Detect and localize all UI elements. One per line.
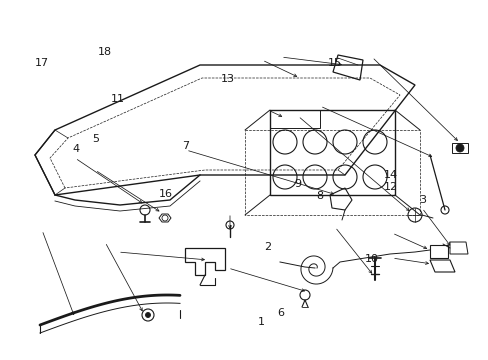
Text: 17: 17 <box>35 58 48 68</box>
Text: 3: 3 <box>419 195 426 205</box>
Text: 7: 7 <box>182 141 189 151</box>
Text: 15: 15 <box>327 58 341 68</box>
Text: 8: 8 <box>316 191 323 201</box>
Text: 13: 13 <box>220 74 234 84</box>
Text: 1: 1 <box>258 317 264 327</box>
Text: 18: 18 <box>98 47 112 57</box>
Text: 5: 5 <box>92 134 99 144</box>
Text: 11: 11 <box>110 94 124 104</box>
Text: 2: 2 <box>264 242 271 252</box>
Circle shape <box>145 312 150 318</box>
Text: 10: 10 <box>364 254 378 264</box>
Text: 16: 16 <box>159 189 173 199</box>
Text: 6: 6 <box>277 308 284 318</box>
Circle shape <box>455 144 463 152</box>
Text: 12: 12 <box>384 182 397 192</box>
Text: 4: 4 <box>72 144 79 154</box>
Text: 9: 9 <box>294 179 301 189</box>
Text: 14: 14 <box>384 170 397 180</box>
